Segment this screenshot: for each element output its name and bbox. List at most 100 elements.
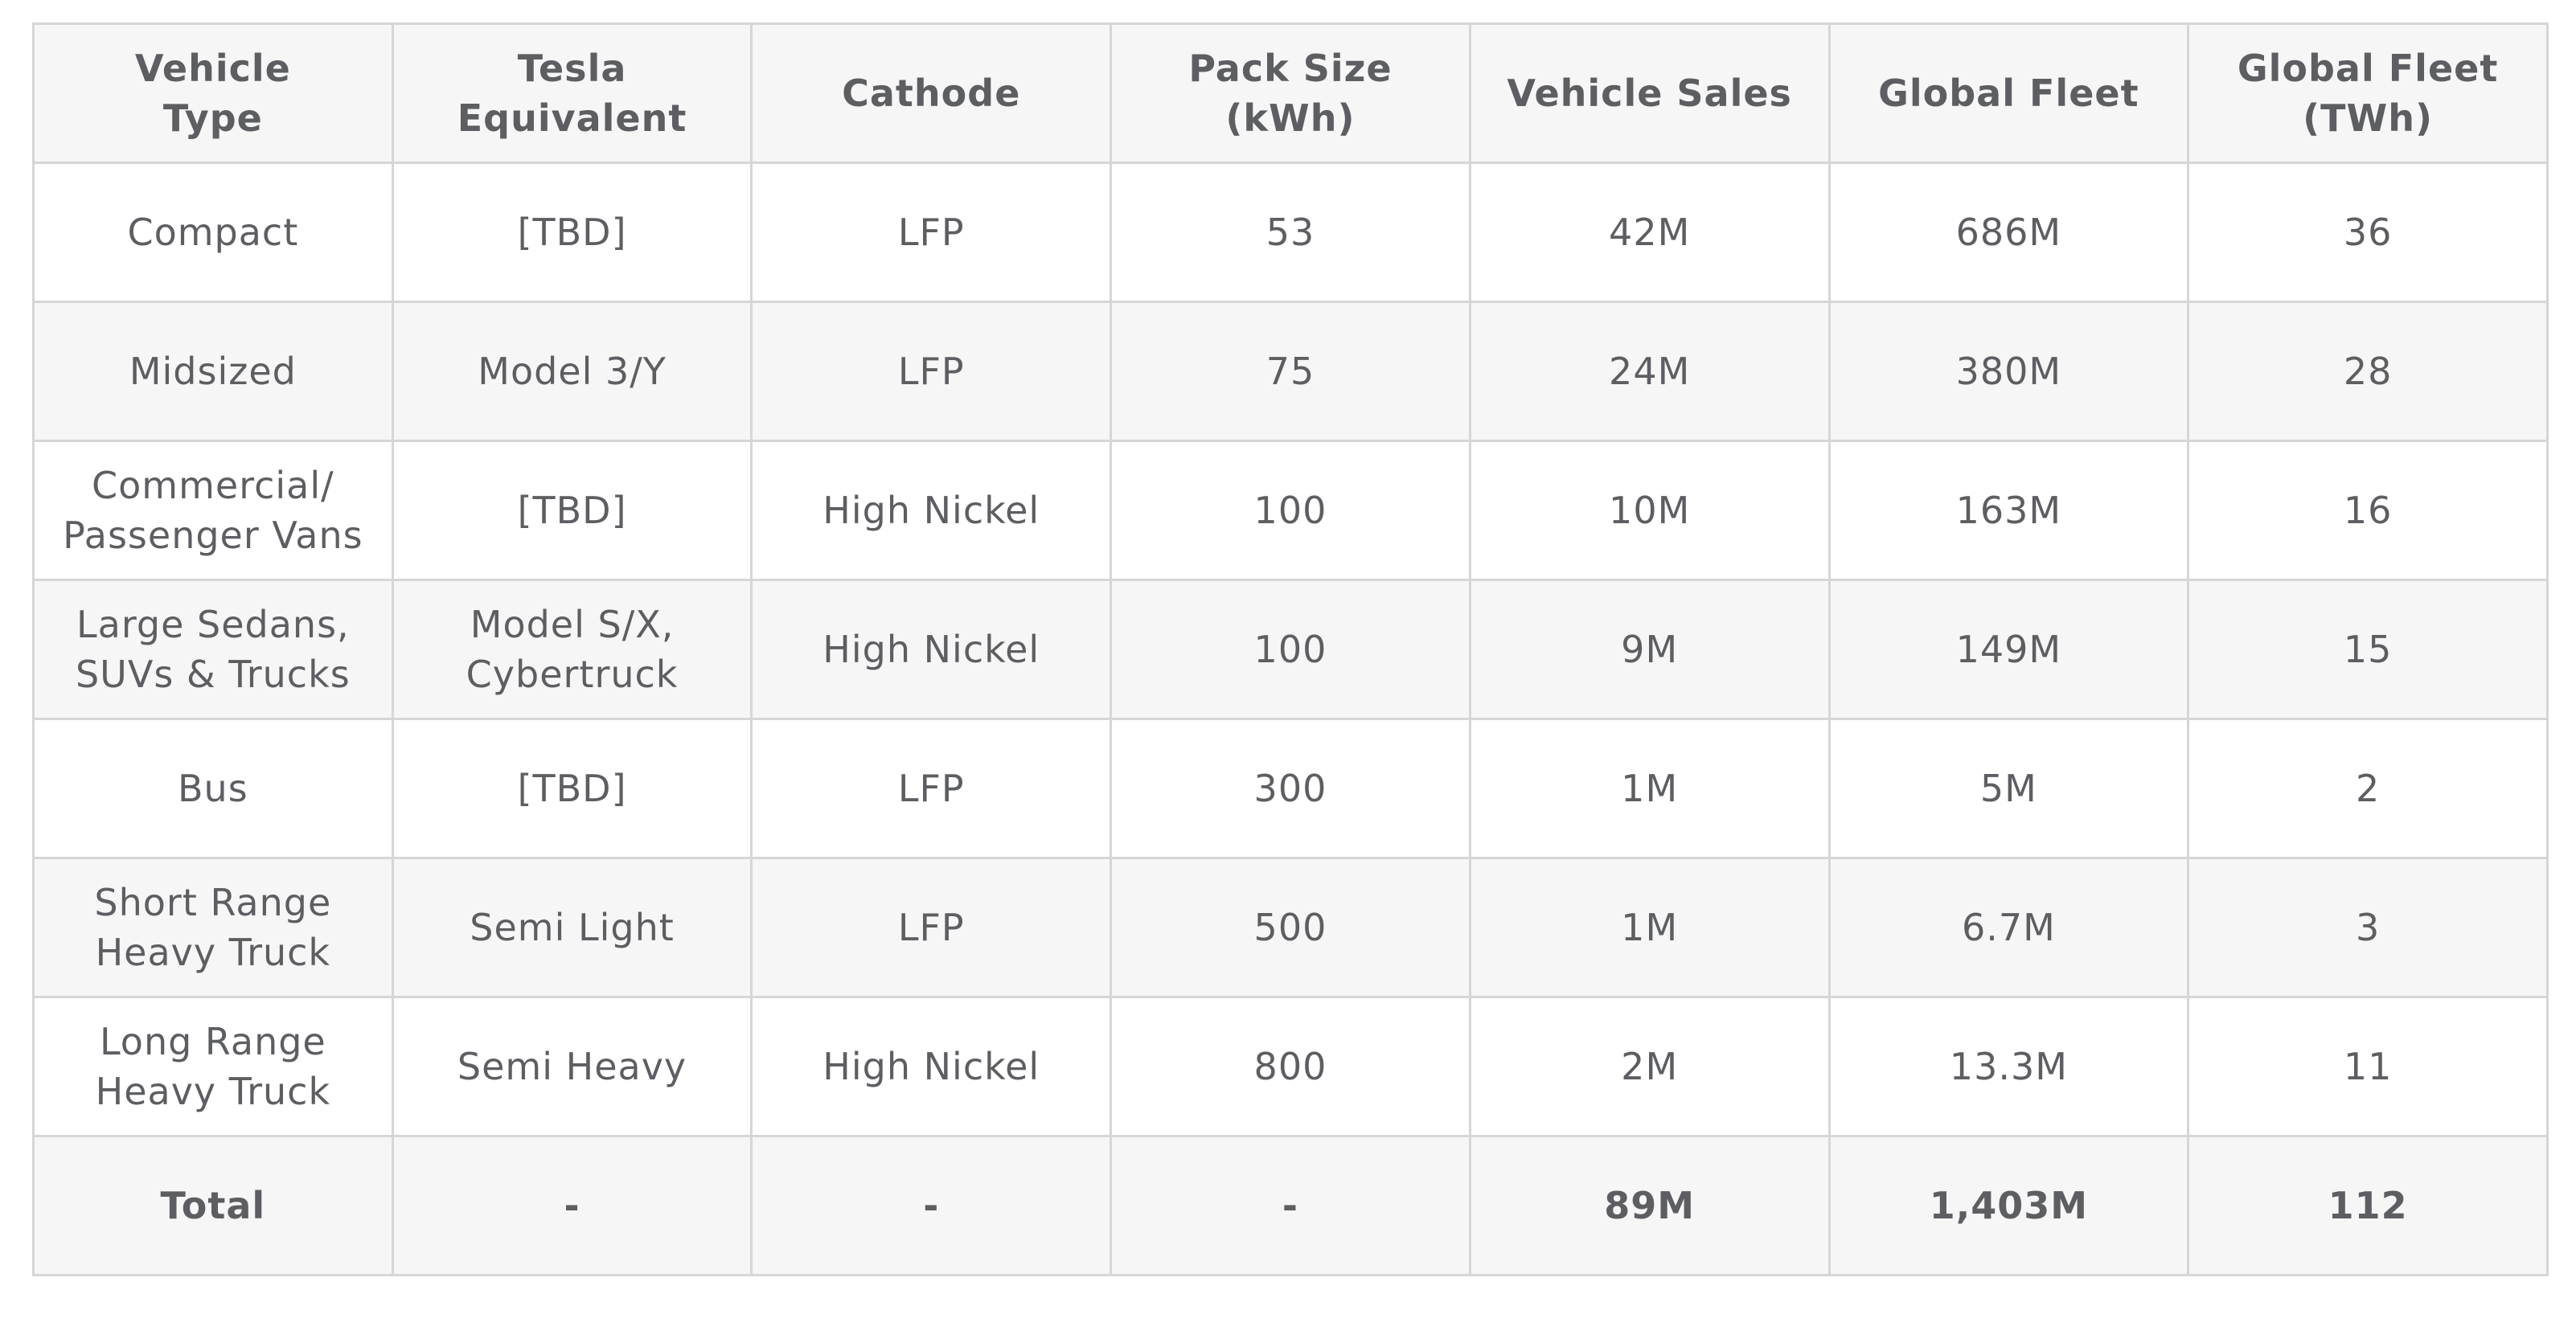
cell-vehicle-type: Long Range Heavy Truck	[32, 996, 394, 1137]
cell-text: Model 3/Y	[478, 350, 667, 393]
header-row: Vehicle Type Tesla Equivalent Cathode Pa…	[32, 23, 2549, 164]
cell-text: Total	[160, 1184, 266, 1227]
cell-vehicle-sales: 9M	[1468, 579, 1831, 720]
cell-text: 2M	[1621, 1045, 1679, 1088]
cell-text: [TBD]	[517, 211, 627, 254]
cell-global-fleet: 686M	[1827, 162, 2190, 303]
cell-text: High Nickel	[822, 628, 1040, 671]
table-header: Vehicle Type Tesla Equivalent Cathode Pa…	[32, 23, 2549, 164]
cell-vehicle-type: Commercial/ Passenger Vans	[32, 440, 394, 581]
cell-global-fleet: 6.7M	[1827, 857, 2190, 998]
header-global-fleet: Global Fleet	[1827, 23, 2190, 164]
cell-text: 42M	[1609, 211, 1691, 254]
cell-text: 1,403M	[1929, 1184, 2088, 1227]
cell-text: 89M	[1604, 1184, 1696, 1227]
cell-cathode: LFP	[750, 718, 1113, 859]
cell-text: 53	[1265, 211, 1315, 254]
cell-text: 9M	[1621, 628, 1679, 671]
total-cell-vehicle-type: Total	[32, 1135, 394, 1276]
cell-pack-size: 75	[1110, 301, 1471, 442]
cell-text: 300	[1253, 767, 1327, 810]
header-global-fleet-twh: Global Fleet (TWh)	[2187, 23, 2549, 164]
cell-vehicle-type: Midsized	[32, 301, 394, 442]
header-tesla-equivalent: Tesla Equivalent	[391, 23, 753, 164]
cell-global-fleet: 5M	[1827, 718, 2190, 859]
cell-vehicle-type: Compact	[32, 162, 394, 303]
cell-pack-size: 300	[1110, 718, 1471, 859]
total-cell-pack-size: -	[1110, 1135, 1471, 1276]
cell-tesla-equivalent: Semi Light	[391, 857, 753, 998]
cell-text: Semi Heavy	[457, 1045, 687, 1088]
cell-pack-size: 500	[1110, 857, 1471, 998]
cell-text: 10M	[1609, 489, 1691, 532]
cell-text: 380M	[1955, 350, 2062, 393]
cell-global-fleet: 163M	[1827, 440, 2190, 581]
cell-tesla-equivalent: Model S/X, Cybertruck	[391, 579, 753, 720]
cell-text: 28	[2343, 350, 2393, 393]
cell-text: 75	[1265, 350, 1315, 393]
cell-vehicle-sales: 42M	[1468, 162, 1831, 303]
cell-tesla-equivalent: [TBD]	[391, 162, 753, 303]
header-vehicle-type: Vehicle Type	[32, 23, 394, 164]
table-body: Compact [TBD] LFP 53 42M 686M 36 Midsized Model …	[32, 162, 2549, 1276]
total-cell-vehicle-sales: 89M	[1468, 1135, 1831, 1276]
cell-text: Compact	[127, 211, 299, 254]
cell-text: Bus	[178, 767, 248, 810]
header-vehicle-sales: Vehicle Sales	[1468, 23, 1831, 164]
cell-cathode: LFP	[750, 301, 1113, 442]
cell-global-fleet-twh: 28	[2187, 301, 2549, 442]
cell-text: -	[564, 1184, 580, 1227]
cell-text: 100	[1253, 628, 1327, 671]
cell-vehicle-sales: 1M	[1468, 857, 1831, 998]
vehicle-battery-table: Vehicle Type Tesla Equivalent Cathode Pa…	[32, 23, 2549, 1276]
cell-text: 5M	[1979, 767, 2037, 810]
cell-cathode: LFP	[750, 857, 1113, 998]
cell-text: 163M	[1955, 489, 2062, 532]
cell-tesla-equivalent: Model 3/Y	[391, 301, 753, 442]
cell-text: High Nickel	[822, 1045, 1040, 1088]
cell-text: [TBD]	[517, 489, 627, 532]
cell-global-fleet: 149M	[1827, 579, 2190, 720]
cell-text: 2	[2355, 767, 2381, 810]
cell-text: Long Range Heavy Truck	[95, 1020, 331, 1113]
cell-text: Short Range Heavy Truck	[94, 881, 332, 974]
vehicle-battery-table-container: Vehicle Type Tesla Equivalent Cathode Pa…	[32, 23, 2549, 1276]
cell-text: 1M	[1621, 767, 1679, 810]
cell-vehicle-sales: 1M	[1468, 718, 1831, 859]
cell-text: [TBD]	[517, 767, 627, 810]
cell-global-fleet-twh: 2	[2187, 718, 2549, 859]
cell-global-fleet: 380M	[1827, 301, 2190, 442]
cell-pack-size: 100	[1110, 579, 1471, 720]
cell-global-fleet-twh: 36	[2187, 162, 2549, 303]
total-cell-global-fleet-twh: 112	[2187, 1135, 2549, 1276]
cell-text: High Nickel	[822, 489, 1040, 532]
cell-pack-size: 100	[1110, 440, 1471, 581]
cell-vehicle-type: Bus	[32, 718, 394, 859]
header-cathode: Cathode	[750, 23, 1113, 164]
cell-cathode: High Nickel	[750, 440, 1113, 581]
cell-cathode: High Nickel	[750, 579, 1113, 720]
cell-text: 6.7M	[1961, 906, 2056, 949]
cell-text: Commercial/ Passenger Vans	[63, 464, 363, 557]
cell-text: LFP	[897, 211, 965, 254]
cell-global-fleet-twh: 11	[2187, 996, 2549, 1137]
cell-text: LFP	[897, 906, 965, 949]
header-pack-size: Pack Size (kWh)	[1110, 23, 1471, 164]
cell-text: 500	[1253, 906, 1327, 949]
cell-text: 11	[2343, 1045, 2393, 1088]
cell-text: LFP	[897, 350, 965, 393]
cell-text: 15	[2343, 628, 2393, 671]
total-cell-tesla-equivalent: -	[391, 1135, 753, 1276]
cell-text: 24M	[1609, 350, 1691, 393]
cell-text: -	[923, 1184, 940, 1227]
cell-tesla-equivalent: [TBD]	[391, 718, 753, 859]
cell-text: 149M	[1955, 628, 2062, 671]
cell-text: Large Sedans, SUVs & Trucks	[75, 603, 351, 696]
cell-global-fleet: 13.3M	[1827, 996, 2190, 1137]
cell-text: 16	[2343, 489, 2393, 532]
table-row: Short Range Heavy Truck Semi Light LFP 500 1…	[32, 857, 2549, 998]
table-row: Compact [TBD] LFP 53 42M 686M 36	[32, 162, 2549, 303]
cell-text: Semi Light	[470, 906, 675, 949]
cell-cathode: LFP	[750, 162, 1113, 303]
cell-text: 36	[2343, 211, 2393, 254]
